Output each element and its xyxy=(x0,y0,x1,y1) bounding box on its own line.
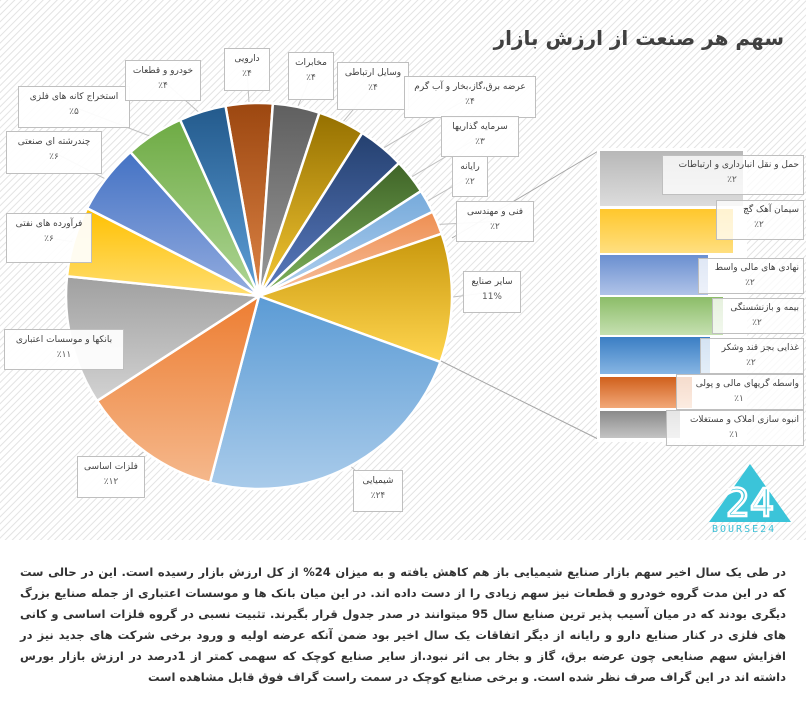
chart-area: سهم هر صنعت از ارزش بازار دارویی ٪۴ مخابرا… xyxy=(0,0,806,540)
data-label: خودرو و قطعات ٪۴ xyxy=(125,60,201,101)
bar-data-label-name: بیمه و بازنشستگی xyxy=(730,303,799,313)
pie-slice xyxy=(95,293,262,485)
data-label-value: ٪۱۲ xyxy=(103,477,119,487)
data-label: وسایل ارتباطی ٪۴ xyxy=(337,62,409,110)
data-label-value: ٪۲۴ xyxy=(370,491,386,501)
data-label-name: فلزات اساسی xyxy=(84,462,138,472)
bar-data-label: بیمه و بازنشستگی ٪۲ xyxy=(712,298,804,334)
paragraph-line: اخیر بود ضمن آنکه عرضه اولیه و ورود برخی… xyxy=(20,628,786,663)
bar-data-label-name: واسطه گریهای مالی و پولی xyxy=(695,379,799,389)
bar-segment xyxy=(600,297,723,335)
description-paragraph: در طی یک سال اخیر سهم بازار صنایع شیمیای… xyxy=(0,540,806,694)
data-label-name: دارویی xyxy=(234,54,260,64)
bar-data-label-value: ٪۲ xyxy=(727,175,737,185)
data-label: عرضه برق،گاز،بخار و آب گرم ٪۴ xyxy=(404,76,536,118)
data-label-name: چندرشته ای صنعتی xyxy=(17,137,91,147)
bar-data-label: حمل و نقل انبارداری و ارتباطات ٪۲ xyxy=(662,155,804,195)
data-label: فنی و مهندسی ٪۲ xyxy=(456,201,534,242)
data-label-value: ٪۱۱ xyxy=(56,350,72,360)
paragraph-line: در طی یک سال اخیر سهم بازار صنایع شیمیای… xyxy=(20,565,786,600)
bar-data-label-value: ٪۲ xyxy=(745,278,755,288)
data-label-name: خودرو و قطعات xyxy=(132,66,194,76)
bar-data-label-value: ٪۲ xyxy=(752,318,762,328)
paragraph-line: خودرو و قطعات نیز سهم زیادی را از دست دا… xyxy=(20,586,787,621)
bar-data-label: سیمان آهک گچ ٪۲ xyxy=(716,200,804,240)
data-label-value: ٪۴ xyxy=(242,69,252,79)
data-label: سایر صنایع 11% xyxy=(463,271,521,313)
bar-data-label: نهادی های مالی واسط ٪۲ xyxy=(698,258,804,294)
data-label-name: عرضه برق،گاز،بخار و آب گرم xyxy=(414,82,526,92)
bar-data-label-name: غذایی بجز قند وشکر xyxy=(721,343,799,353)
data-label-name: فنی و مهندسی xyxy=(466,207,524,217)
data-label-name: استخراج کانه های فلزی xyxy=(29,92,119,102)
chart-title: سهم هر صنعت از ارزش بازار xyxy=(493,26,784,50)
paragraph-line: صنایع سال 95 میتوانند در صدر جدول قرار ب… xyxy=(20,607,786,642)
bar-data-label-name: نهادی های مالی واسط xyxy=(714,263,799,273)
data-label-name: شیمیایی xyxy=(362,476,394,486)
data-label-name: وسایل ارتباطی xyxy=(344,68,402,78)
data-label-value: ٪۳ xyxy=(475,137,485,147)
data-label-value: ٪۶ xyxy=(49,152,59,162)
pie-slice xyxy=(208,294,442,491)
bar-data-label-value: ٪۲ xyxy=(754,220,764,230)
data-label: سرمایه گذاریها ٪۳ xyxy=(441,116,519,157)
svg-text:24: 24 xyxy=(726,481,774,524)
data-label-value: ٪۴ xyxy=(368,83,378,93)
bar-data-label-value: ٪۱ xyxy=(734,394,744,404)
bar-segment xyxy=(600,255,708,295)
data-label-name: سایر صنایع xyxy=(471,277,513,287)
data-label-name: مخابرات xyxy=(295,58,327,68)
data-label-value: ٪۵ xyxy=(69,107,79,117)
data-label: شیمیایی ٪۲۴ xyxy=(353,470,403,512)
bar-data-label-name: سیمان آهک گچ xyxy=(743,205,799,215)
data-label-name: رایانه xyxy=(460,162,480,172)
bar-data-label-value: ٪۱ xyxy=(729,430,739,440)
bar-segment xyxy=(600,337,710,374)
bar-data-label-value: ٪۲ xyxy=(746,358,756,368)
bar-data-label: واسطه گریهای مالی و پولی ٪۱ xyxy=(676,374,804,410)
paragraph-line: سهمی کمتر از 1درصد در ارزش بازار بورس دا… xyxy=(20,649,786,684)
bar-segment xyxy=(600,209,733,253)
data-label-value: 11% xyxy=(481,292,502,302)
data-label: فرآورده های نفتی ٪۶ xyxy=(6,213,92,263)
connector-line xyxy=(440,360,601,441)
bar-data-label-name: انبوه سازی املاک و مستغلات xyxy=(689,415,799,425)
data-label-value: ٪۴ xyxy=(306,73,316,83)
data-label-name: فرآورده های نفتی xyxy=(15,219,83,229)
bar-data-label-name: حمل و نقل انبارداری و ارتباطات xyxy=(678,160,799,170)
data-label-name: بانکها و موسسات اعتباری xyxy=(15,335,113,345)
data-label-name: سرمایه گذاریها xyxy=(452,122,508,132)
data-label-value: ٪۲ xyxy=(465,177,475,187)
bourse24-logo: 24 xyxy=(709,464,791,524)
pie-slice xyxy=(255,232,454,364)
data-label-value: ٪۲ xyxy=(490,222,500,232)
data-label: رایانه ٪۲ xyxy=(452,156,488,197)
data-label: بانکها و موسسات اعتباری ٪۱۱ xyxy=(4,329,124,370)
data-label-value: ٪۴ xyxy=(465,97,475,107)
data-label-value: ٪۴ xyxy=(158,81,168,91)
bar-data-label: انبوه سازی املاک و مستغلات ٪۱ xyxy=(666,410,804,446)
data-label-value: ٪۶ xyxy=(44,234,54,244)
pie-slice xyxy=(178,104,261,297)
data-label: چندرشته ای صنعتی ٪۶ xyxy=(6,131,102,174)
data-label: مخابرات ٪۴ xyxy=(288,52,334,100)
bar-data-label: غذایی بجز قند وشکر ٪۲ xyxy=(700,338,804,374)
logo-text: BOURSE24 xyxy=(712,524,777,535)
data-label: فلزات اساسی ٪۱۲ xyxy=(77,456,145,498)
data-label: دارویی ٪۴ xyxy=(224,48,270,91)
data-label: استخراج کانه های فلزی ٪۵ xyxy=(18,86,130,128)
